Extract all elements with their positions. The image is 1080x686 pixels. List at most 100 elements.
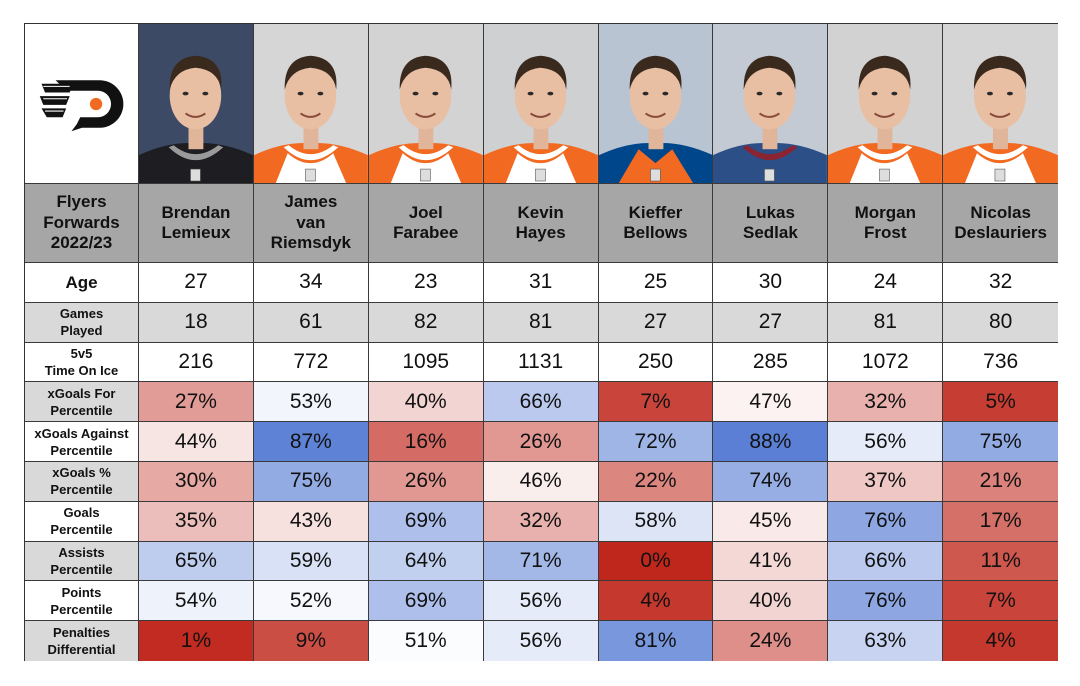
stat-cell-goals: 69% — [368, 501, 484, 542]
stat-cell-age: 32 — [943, 263, 1059, 303]
text-line: Farabee — [393, 223, 459, 242]
stat-cell-penalties: 56% — [483, 621, 599, 661]
stat-cell-xgpct: 46% — [483, 461, 599, 502]
text-line: Flyers — [56, 192, 107, 212]
stat-cell-penalties: 63% — [828, 621, 944, 661]
player-headshot-icon — [598, 24, 713, 183]
stat-cell-age: 25 — [598, 263, 714, 303]
stat-cell-xgf: 32% — [828, 382, 944, 423]
stat-cell-age: 31 — [483, 263, 599, 303]
stat-value: 31 — [528, 270, 553, 294]
player-headshot-icon — [828, 24, 943, 183]
text-line: Bellows — [623, 223, 688, 242]
text-line: Percentile — [50, 522, 113, 538]
text-line: Percentile — [50, 442, 113, 458]
stat-cell-assists: 65% — [139, 541, 254, 582]
player-photo — [368, 24, 484, 184]
stat-cell-toi: 772 — [253, 342, 369, 383]
stat-cell-toi: 736 — [943, 342, 1059, 383]
player-headshot-icon — [943, 24, 1059, 183]
text-line: Joel — [408, 202, 443, 222]
stat-value: 24 — [873, 270, 897, 294]
stat-cell-xgpct: 21% — [943, 461, 1059, 502]
stat-cell-xgpct: 74% — [713, 461, 829, 502]
stat-cell-age: 27 — [139, 263, 254, 303]
row-label-penalties: Penalties Differential — [25, 621, 139, 661]
text-line: Points — [61, 584, 102, 600]
stat-cell-goals: 17% — [943, 501, 1059, 542]
stat-value: 80 — [989, 310, 1013, 334]
stat-cell-points: 69% — [368, 581, 484, 622]
player-name-header: Kieffer Bellows — [598, 184, 714, 263]
text-line: 5v5 — [70, 345, 93, 361]
stat-cell-points: 54% — [139, 581, 254, 622]
player-photo — [253, 24, 369, 184]
stat-value: 23 — [414, 270, 438, 294]
text-line: Time On Ice — [44, 362, 119, 378]
player-photo — [598, 24, 714, 184]
player-headshot-icon — [483, 24, 598, 183]
text-line: xGoals Against — [34, 425, 129, 441]
text-line: Percentile — [50, 561, 113, 577]
stat-cell-assists: 59% — [253, 541, 369, 582]
text-line: Forwards — [43, 212, 120, 232]
stat-value: 250 — [637, 349, 674, 373]
stat-cell-games-played: 82 — [368, 302, 484, 343]
player-name-header: Joel Farabee — [368, 184, 484, 263]
row-label-goals: Goals Percentile — [25, 501, 139, 542]
stat-cell-xgpct: 37% — [828, 461, 944, 502]
text-line: Frost — [864, 223, 907, 242]
stat-value: 82 — [414, 310, 438, 334]
stat-value: 34 — [299, 270, 323, 294]
stat-cell-toi: 1095 — [368, 342, 484, 383]
text-line: xGoals % — [52, 465, 111, 481]
player-headshot-icon — [713, 24, 828, 183]
stat-cell-goals: 43% — [253, 501, 369, 542]
table-title: Flyers Forwards 2022/23 — [25, 184, 139, 263]
text-line: Kevin — [517, 202, 564, 222]
row-label-xgf: xGoals For Percentile — [25, 382, 139, 423]
row-label-assists: Assists Percentile — [25, 541, 139, 582]
player-name-header: Lukas Sedlak — [713, 184, 829, 263]
stat-cell-xgf: 7% — [598, 382, 714, 423]
stat-cell-toi: 216 — [139, 342, 254, 383]
stat-cell-points: 56% — [483, 581, 599, 622]
stat-cell-games-played: 27 — [713, 302, 829, 343]
player-photo — [139, 24, 254, 184]
text-line: Percentile — [50, 402, 113, 418]
stat-cell-points: 7% — [943, 581, 1059, 622]
player-photo — [943, 24, 1059, 184]
row-label-age: Age — [25, 263, 139, 303]
text-line: Kieffer — [628, 202, 683, 222]
stat-cell-xga: 72% — [598, 422, 714, 462]
stat-cell-xga: 75% — [943, 422, 1059, 462]
text-line: Morgan — [854, 202, 916, 222]
text-line: van — [296, 212, 326, 232]
stat-value: 216 — [178, 349, 214, 373]
stat-cell-toi: 285 — [713, 342, 829, 383]
stat-value: 1072 — [861, 349, 909, 373]
player-name-header: James van Riemsdyk — [253, 184, 369, 263]
stat-cell-xga: 87% — [253, 422, 369, 462]
stat-cell-points: 52% — [253, 581, 369, 622]
stat-cell-toi: 1072 — [828, 342, 944, 383]
stat-cell-xgf: 27% — [139, 382, 254, 423]
stat-value: 27 — [643, 310, 668, 334]
stat-cell-assists: 11% — [943, 541, 1059, 582]
text-line: Age — [65, 272, 98, 292]
stat-value: 1131 — [518, 349, 564, 373]
stat-cell-toi: 250 — [598, 342, 714, 383]
stat-cell-points: 4% — [598, 581, 714, 622]
stat-cell-points: 76% — [828, 581, 944, 622]
stat-cell-games-played: 27 — [598, 302, 714, 343]
text-line: Brendan — [161, 202, 231, 222]
text-line: Sedlak — [742, 223, 798, 242]
stat-cell-goals: 45% — [713, 501, 829, 542]
stat-cell-goals: 58% — [598, 501, 714, 542]
player-name-header: Kevin Hayes — [483, 184, 599, 263]
stat-cell-games-played: 80 — [943, 302, 1059, 343]
stat-value: 81 — [528, 310, 553, 334]
stat-cell-assists: 64% — [368, 541, 484, 582]
stat-cell-games-played: 81 — [483, 302, 599, 343]
stat-cell-assists: 71% — [483, 541, 599, 582]
